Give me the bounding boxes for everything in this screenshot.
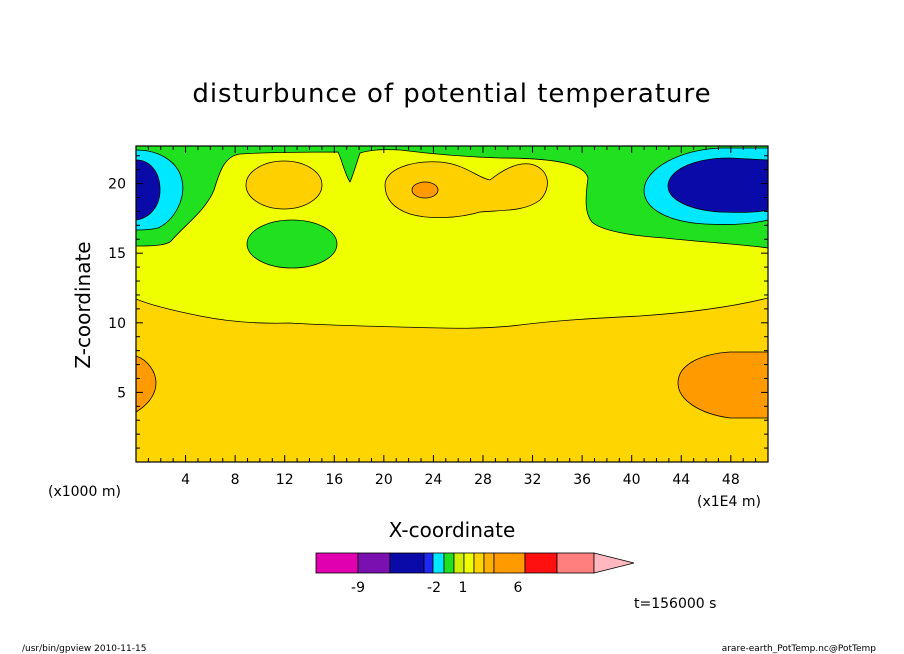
- x-tick-label: 20: [375, 472, 393, 488]
- y-tick-label: 10: [108, 316, 126, 332]
- colorbar-cell: [453, 552, 465, 574]
- colorbar-cell: [432, 552, 445, 574]
- x-tick-label: 48: [722, 472, 740, 488]
- chart-title: disturbunce of potential temperature: [192, 79, 711, 109]
- colorbar-cell: [443, 552, 455, 574]
- x-tick-label: 44: [672, 472, 690, 488]
- y-tick-label: 20: [108, 177, 126, 193]
- colorbar-cell: [389, 552, 425, 574]
- colorbar-cell: [493, 552, 526, 574]
- footer-right: arare-earth_PotTemp.nc@PotTemp: [722, 644, 877, 654]
- x-scale-note: (x1E4 m): [697, 494, 761, 510]
- x-tick-label: 36: [573, 472, 591, 488]
- region-warm-cell-2: [384, 161, 548, 219]
- plot-frame: [135, 145, 769, 463]
- x-tick-label: 40: [623, 472, 641, 488]
- x-tick-label: 28: [474, 472, 492, 488]
- x-tick-label: 24: [424, 472, 442, 488]
- y-tick-label: 5: [117, 385, 126, 401]
- colorbar-cell: [463, 552, 475, 574]
- colorbar-cell: [524, 552, 558, 574]
- colorbar-label: 6: [514, 580, 523, 596]
- region-green-top: [136, 146, 768, 249]
- y-tick-label: 15: [108, 246, 126, 262]
- colorbar-labels: -9 -2 1 6: [351, 580, 523, 596]
- region-blue-right: [667, 157, 768, 213]
- y-axis-label: Z-coordinate: [71, 241, 95, 368]
- contour-fill: [136, 146, 768, 462]
- x-tick-label: 8: [231, 472, 240, 488]
- region-blue-left: [136, 159, 161, 221]
- footer-left: /usr/bin/gpview 2010-11-15: [22, 644, 146, 654]
- colorbar-cell: [357, 552, 391, 574]
- x-unit-label: (x1000 m): [48, 484, 121, 500]
- x-tick-label: 12: [276, 472, 294, 488]
- colorbar-cell: [473, 552, 485, 574]
- x-tick-label: 32: [524, 472, 542, 488]
- region-warm-core: [411, 181, 439, 199]
- x-tick-label: 16: [325, 472, 343, 488]
- x-tick-label: 4: [181, 472, 190, 488]
- colorbar-cell: [315, 552, 359, 574]
- colorbar-extend-arrow: [593, 552, 635, 574]
- colorbar-label: 1: [459, 580, 468, 596]
- colorbar-cell: [423, 552, 434, 574]
- colorbar-cell: [483, 552, 495, 574]
- x-axis-label: X-coordinate: [389, 518, 516, 542]
- region-orange-left: [136, 355, 157, 413]
- region-green-patch: [246, 219, 338, 269]
- colorbar-cell: [556, 552, 595, 574]
- x-axis-ticks: 4 8 12 16 20 24 28 32 36 40 44 48: [147, 146, 757, 488]
- colorbar: [315, 552, 635, 574]
- y-axis-ticks: 5 10 15 20: [108, 155, 768, 449]
- region-orange-right: [677, 351, 768, 419]
- colorbar-label: -2: [427, 580, 441, 596]
- colorbar-label: -9: [351, 580, 365, 596]
- region-warm-cell-1: [245, 160, 323, 210]
- time-label: t=156000 s: [634, 596, 716, 612]
